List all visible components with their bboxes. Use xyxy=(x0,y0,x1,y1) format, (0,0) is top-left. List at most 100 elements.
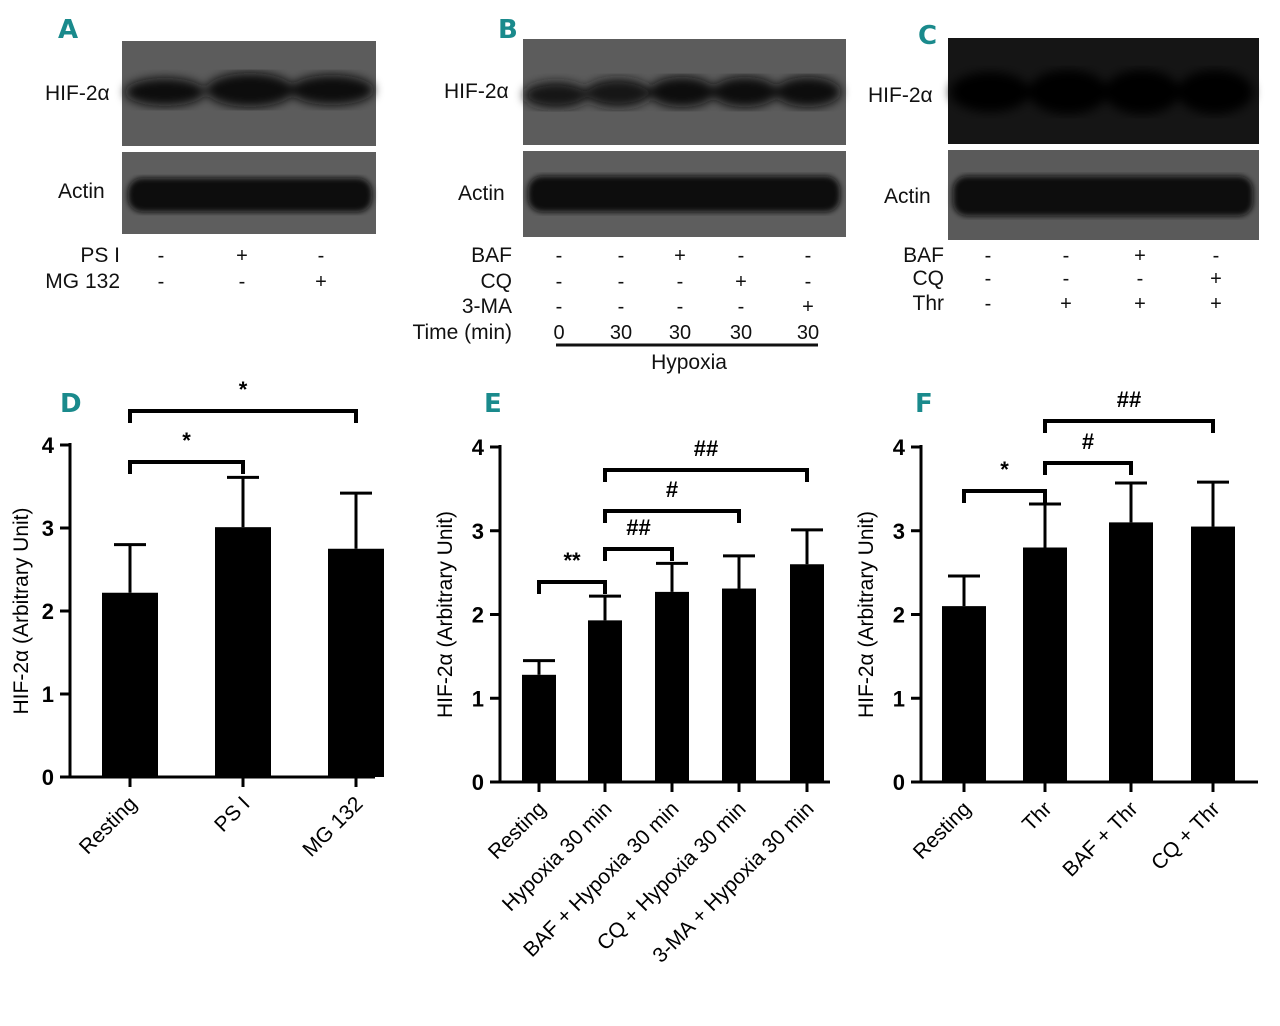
blot-panel-b: B HIF-2α Actin BAF - - + - - CQ - - - + - 3-MA - - - - + T… xyxy=(412,15,846,374)
significance-label: ## xyxy=(694,436,718,461)
condition-sign: - xyxy=(618,296,625,318)
bar xyxy=(655,591,689,782)
blot-panel-c: C HIF-2α Actin BAF - - + -CQ - - - +Thr - + + + xyxy=(868,21,1259,315)
blot-a-actin-band xyxy=(128,178,372,212)
condition-sign: 30 xyxy=(610,322,632,344)
condition-sign: - xyxy=(618,271,625,293)
y-tick-label: 0 xyxy=(472,770,484,795)
category-label: Resting xyxy=(75,792,142,859)
condition-label: CQ xyxy=(913,267,945,290)
y-tick-label: 4 xyxy=(893,435,906,460)
blot-c-row-hif-label: HIF-2α xyxy=(868,84,933,107)
y-tick-label: 2 xyxy=(893,603,905,628)
hypoxia-label: Hypoxia xyxy=(651,351,727,374)
category-label: Resting xyxy=(484,797,551,864)
category-label: PS I xyxy=(210,792,254,836)
condition-sign: - xyxy=(618,245,625,267)
blot-b-hif-band-1 xyxy=(524,82,588,108)
y-tick-label: 0 xyxy=(893,770,905,795)
condition-sign: 30 xyxy=(797,322,819,344)
blot-a-hif-band-3 xyxy=(290,75,374,105)
blot-a-conditions: PS I - + - MG 132 - - + xyxy=(45,244,327,293)
y-tick-label: 1 xyxy=(472,686,484,711)
condition-sign: - xyxy=(1213,245,1220,267)
category-label: Thr xyxy=(1018,797,1057,836)
condition-sign: - xyxy=(985,268,992,290)
blot-b-hif-band-3 xyxy=(649,77,715,107)
y-tick-label: 3 xyxy=(42,516,54,541)
significance-bracket xyxy=(603,468,809,482)
significance-label: * xyxy=(182,428,191,453)
significance-label: ** xyxy=(563,548,581,573)
blot-a-hif-band-2 xyxy=(206,73,294,107)
significance-bracket xyxy=(1043,461,1133,475)
y-axis-label: HIF-2α (Arbitrary Unit) xyxy=(434,511,457,718)
significance-label: ## xyxy=(626,515,650,540)
y-tick-label: 0 xyxy=(42,765,54,790)
condition-label: BAF xyxy=(903,244,944,267)
blot-b-hif-band-2 xyxy=(585,79,651,107)
significance-bracket xyxy=(128,460,245,474)
y-tick-label: 1 xyxy=(42,682,54,707)
bar xyxy=(790,564,824,782)
condition-sign: + xyxy=(315,271,327,293)
condition-sign: + xyxy=(674,245,686,267)
condition-label: CQ xyxy=(481,270,513,293)
bar xyxy=(1109,522,1153,782)
condition-sign: 30 xyxy=(669,322,691,344)
blot-c-row-actin-label: Actin xyxy=(884,185,931,208)
panel-letter-d: D xyxy=(60,389,82,419)
significance-bracket xyxy=(603,547,674,561)
panel-letter-e: E xyxy=(484,389,502,419)
category-label: BAF + Thr xyxy=(1058,797,1142,881)
condition-sign: - xyxy=(318,245,325,267)
blot-panel-a: A HIF-2α Actin PS I - + - MG 132 - - + xyxy=(45,15,376,293)
blot-b-hif-band-5 xyxy=(775,77,841,107)
condition-sign: - xyxy=(985,293,992,315)
category-label: MG 132 xyxy=(298,792,367,861)
blot-a-row-hif-label: HIF-2α xyxy=(45,82,110,105)
significance-label: # xyxy=(1082,429,1094,454)
bar xyxy=(215,527,271,777)
bar-chart-d: 0 1 2 3 4 HIF-2α (Arbitrary Unit) Resting PS I M… xyxy=(10,377,384,861)
condition-sign: - xyxy=(556,245,563,267)
bar xyxy=(328,548,384,777)
condition-sign: - xyxy=(677,271,684,293)
condition-sign: - xyxy=(985,245,992,267)
condition-sign: - xyxy=(1063,268,1070,290)
blot-b-row-hif-label: HIF-2α xyxy=(444,80,509,103)
condition-sign: - xyxy=(158,271,165,293)
condition-sign: - xyxy=(677,296,684,318)
condition-sign: - xyxy=(1063,245,1070,267)
y-tick-label: 3 xyxy=(472,519,484,544)
condition-sign: - xyxy=(239,271,246,293)
condition-label: MG 132 xyxy=(45,270,120,293)
condition-sign: - xyxy=(738,296,745,318)
blot-b-hif-band-4 xyxy=(712,77,778,107)
bar-chart-f: 0 1 2 3 4 HIF-2α (Arbitrary Unit) Resting Thr BA… xyxy=(855,387,1258,881)
condition-sign: - xyxy=(1137,268,1144,290)
blot-b-row-actin-label: Actin xyxy=(458,182,505,205)
blot-c-actin-band xyxy=(953,176,1253,216)
condition-label: Time (min) xyxy=(412,321,512,344)
blot-b-actin-band xyxy=(528,176,840,212)
condition-sign: - xyxy=(738,245,745,267)
condition-sign: - xyxy=(158,245,165,267)
blot-c-hif-band-4 xyxy=(1177,70,1253,114)
blot-c-hif-band-2 xyxy=(1028,70,1108,114)
y-tick-label: 4 xyxy=(472,435,485,460)
blot-b-conditions: BAF - - + - - CQ - - - + - 3-MA - - - - + Time (min) 0 30 30 3… xyxy=(412,244,819,344)
significance-bracket xyxy=(962,489,1047,503)
condition-sign: + xyxy=(802,296,814,318)
significance-label: * xyxy=(239,377,248,402)
bar xyxy=(722,588,756,782)
bar xyxy=(522,674,556,782)
condition-label: Thr xyxy=(913,292,945,315)
blot-a-hif-band-1 xyxy=(125,78,205,106)
condition-sign: + xyxy=(236,245,248,267)
y-tick-label: 1 xyxy=(893,686,905,711)
condition-sign: + xyxy=(1134,245,1146,267)
condition-label: PS I xyxy=(80,244,120,267)
bar xyxy=(1191,526,1235,782)
